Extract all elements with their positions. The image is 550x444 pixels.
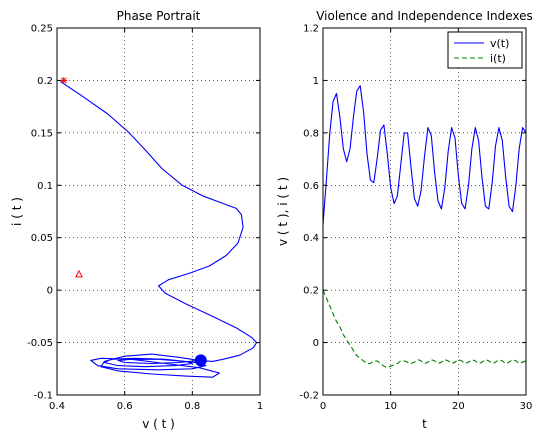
chart2-y-tick-label: 0 [313,338,319,349]
chart1-axes-box [56,27,261,396]
chart2-y-tick-label: 0.6 [303,181,319,192]
chart1-y-tick-label: -0.1 [33,391,53,402]
chart2-series-it-line [322,289,527,369]
chart2-axes-box [322,27,527,396]
chart2-plot-area [323,28,526,395]
chart1-y-tick-label: -0.05 [27,338,53,349]
chart1-x-tick-label: 0.4 [49,401,65,412]
chart2-legend-label: v(t) [490,37,509,50]
chart2-series-vt-line [322,85,527,225]
chart2-x-tick-label: 0 [320,401,326,412]
chart2-y-tick-label: 0.2 [303,286,319,297]
chart2-legend: v(t) i(t) [447,31,523,69]
chart1-star-stroke [60,77,67,84]
chart1-end-point-marker [194,354,207,367]
chart2-y-tick-label: -0.2 [299,391,319,402]
chart1-triangle-marker [74,269,84,278]
chart2-y-tick-label: 1 [313,76,319,87]
chart1-y-axis-label: i ( t ) [10,197,24,226]
chart1-y-tick-label: 0.25 [31,24,53,35]
chart1-y-tick-label: 0 [47,286,53,297]
chart1-x-tick-label: 1 [257,401,263,412]
chart1-y-tick-label: 0.2 [37,76,53,87]
chart1-start-star-marker [60,76,68,84]
chart1-x-tick-label: 0.6 [117,401,133,412]
chart2-x-tick-label: 20 [452,401,465,412]
chart2-x-tick-label: 30 [520,401,533,412]
chart1-title: Phase Portrait [117,9,201,23]
chart1-y-tick-label: 0.1 [37,181,53,192]
chart2-y-tick-label: 1.2 [303,24,319,35]
chart2-y-axis-label: v ( t ), i ( t ) [276,177,290,246]
chart2-x-tick-label: 10 [384,401,397,412]
chart1-plot-area [57,28,260,395]
chart2-x-axis-label: t [422,417,427,431]
chart2-y-tick-label: 0.8 [303,128,319,139]
chart2-y-tick-label: 0.4 [303,233,319,244]
chart2-legend-box [447,31,523,69]
chart2-legend-label: i(t) [490,52,506,65]
chart1-y-tick-label: 0.15 [31,128,53,139]
chart1-series-0-line [60,81,258,378]
chart2-title: Violence and Independence Indexes [316,9,533,23]
chart1-y-tick-label: 0.05 [31,233,53,244]
chart1-x-axis-label: v ( t ) [142,417,175,431]
chart1-x-tick-label: 0.8 [184,401,200,412]
